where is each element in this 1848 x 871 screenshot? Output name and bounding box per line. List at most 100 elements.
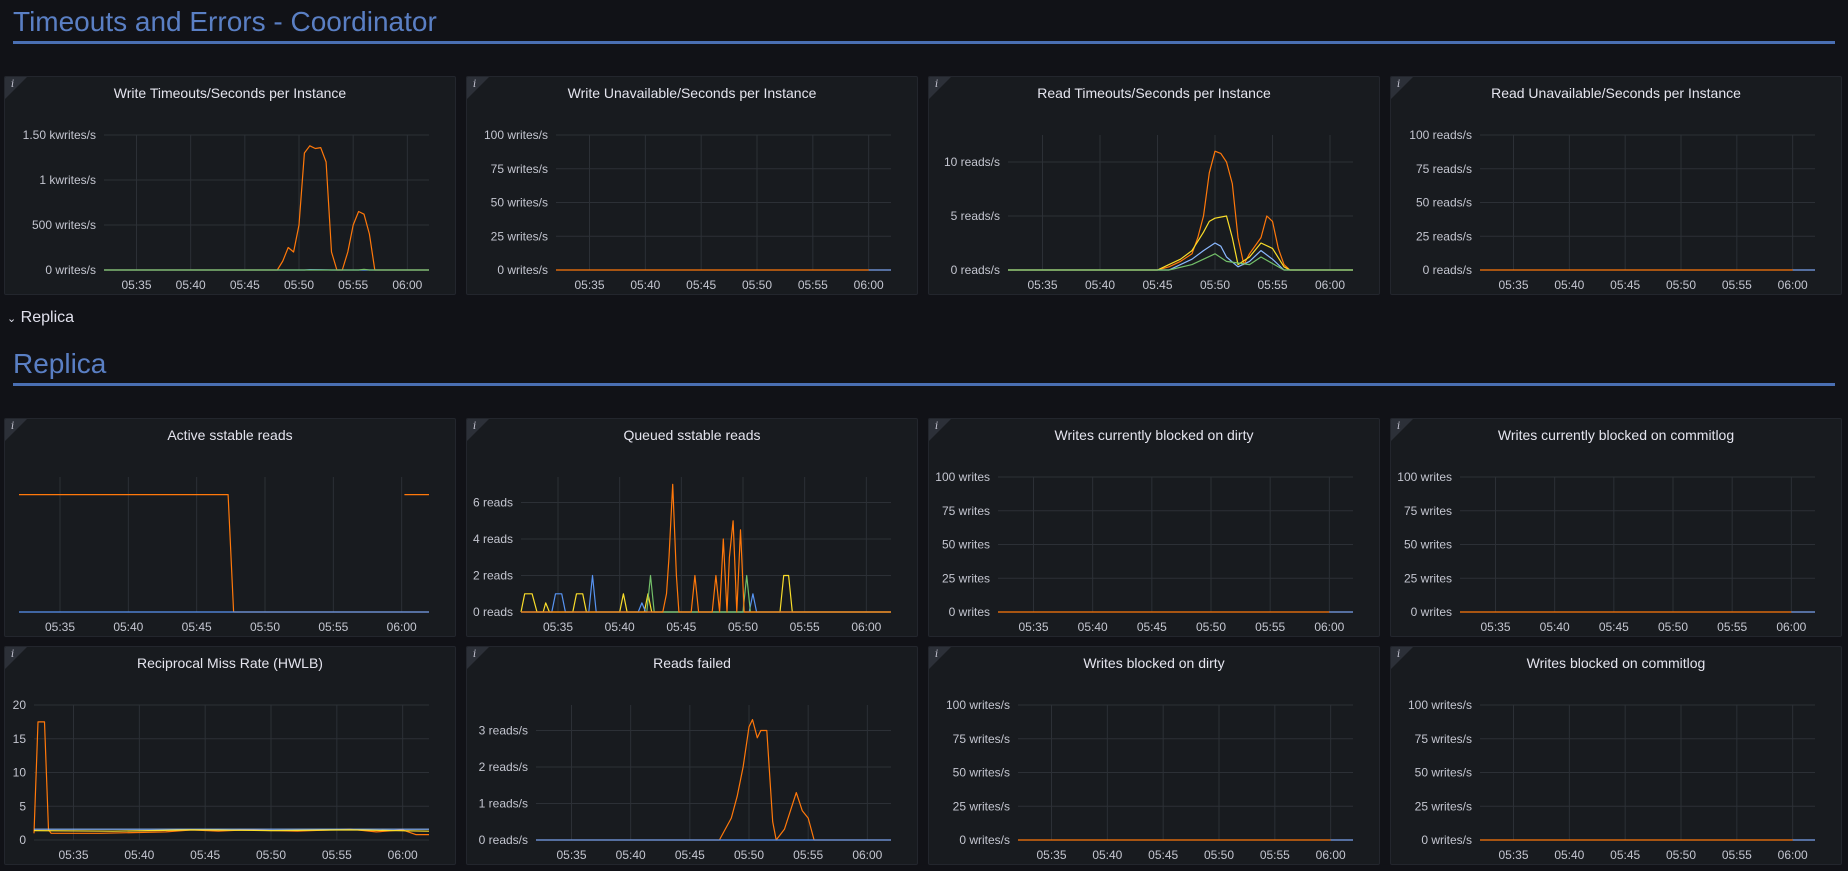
x-tick-label: 05:40 (1085, 278, 1115, 292)
section-title-replica: Replica (13, 348, 107, 379)
panel-writes-blocked-on-commitlog[interactable]: i Writes blocked on commitlog 05:35 05:40 05… (1390, 646, 1842, 865)
panel-writes-blocked-on-dirty[interactable]: i Writes blocked on dirty 05:35 05:40 05:45 0… (928, 646, 1380, 865)
panel-write-timeouts-seconds-per-instance[interactable]: i Write Timeouts/Seconds per Instance 05:3… (4, 76, 456, 295)
chart: 05:35 05:40 05:45 05:50 05:55 06:00 0 writes 25… (935, 470, 1353, 634)
y-tick-label: 25 writes/s (1415, 799, 1472, 813)
x-tick-label: 05:50 (250, 620, 280, 634)
x-tick-label: 05:50 (1200, 278, 1230, 292)
y-tick-label: 75 writes (1404, 504, 1452, 518)
panel-title: Reciprocal Miss Rate (HWLB) (137, 655, 323, 671)
panel-info-corner[interactable] (5, 647, 27, 669)
info-icon[interactable]: i (935, 649, 939, 660)
info-icon[interactable]: i (473, 649, 477, 660)
x-tick-label: 05:55 (1257, 278, 1287, 292)
chart: 05:35 05:40 05:45 05:50 05:55 06:00 0 reads/s 1… (479, 705, 891, 862)
y-tick-label: 25 reads/s (1416, 229, 1472, 243)
x-tick-label: 05:45 (1142, 278, 1172, 292)
chevron-down-icon: ⌄ (7, 313, 17, 325)
panel-info-corner[interactable] (929, 647, 951, 669)
y-tick-label: 50 reads/s (1416, 196, 1472, 210)
info-icon[interactable]: i (473, 421, 477, 432)
x-tick-label: 06:00 (854, 278, 884, 292)
x-tick-label: 05:35 (1027, 278, 1057, 292)
panel-read-unavailable-seconds-per-instance[interactable]: i Read Unavailable/Seconds per Instance 05… (1390, 76, 1842, 295)
info-icon[interactable]: i (1397, 649, 1401, 660)
info-icon[interactable]: i (11, 421, 15, 432)
y-tick-label: 20 (13, 698, 27, 712)
x-tick-label: 05:35 (1498, 848, 1528, 862)
x-tick-label: 05:35 (1498, 278, 1528, 292)
panel-info-corner[interactable] (5, 77, 27, 99)
panel-read-timeouts-seconds-per-instance[interactable]: i Read Timeouts/Seconds per Instance 05:35… (928, 76, 1380, 295)
y-tick-label: 50 writes/s (1415, 766, 1472, 780)
x-tick-label: 05:40 (630, 278, 660, 292)
x-tick-label: 05:55 (790, 620, 820, 634)
panel-reciprocal-miss-rate-hwlb-[interactable]: i Reciprocal Miss Rate (HWLB) 05:35 05:40 05… (4, 646, 456, 865)
panel-title: Write Unavailable/Seconds per Instance (567, 85, 817, 101)
panel-queued-sstable-reads[interactable]: i Queued sstable reads 05:35 05:40 05:45 05:5… (466, 418, 918, 637)
x-tick-label: 06:00 (388, 848, 418, 862)
y-tick-label: 50 writes/s (491, 196, 548, 210)
panel-info-corner[interactable] (929, 419, 951, 441)
x-tick-label: 06:00 (851, 620, 881, 634)
info-icon[interactable]: i (1397, 421, 1401, 432)
x-tick-label: 06:00 (392, 278, 422, 292)
y-tick-label: 75 writes/s (491, 162, 548, 176)
panel-info-corner[interactable] (5, 419, 27, 441)
x-tick-label: 06:00 (1778, 278, 1808, 292)
info-icon[interactable]: i (11, 79, 15, 90)
x-tick-label: 05:55 (798, 278, 828, 292)
panel-info-corner[interactable] (467, 77, 489, 99)
chart: 05:35 05:40 05:45 05:50 05:55 06:00 0 writes/s… (1408, 698, 1815, 862)
panel-info-corner[interactable] (929, 77, 951, 99)
panel-title: Write Timeouts/Seconds per Instance (113, 85, 347, 101)
x-tick-label: 06:00 (1778, 848, 1808, 862)
y-tick-label: 75 reads/s (1416, 162, 1472, 176)
info-icon[interactable]: i (11, 649, 15, 660)
y-tick-label: 25 writes/s (953, 799, 1010, 813)
info-icon[interactable]: i (935, 421, 939, 432)
x-tick-label: 05:45 (675, 848, 705, 862)
x-tick-label: 05:35 (556, 848, 586, 862)
panel-write-unavailable-seconds-per-instance[interactable]: i Write Unavailable/Seconds per Instance 0… (466, 76, 918, 295)
info-icon[interactable]: i (473, 79, 477, 90)
panel-reads-failed[interactable]: i Reads failed 05:35 05:40 05:45 05:50 05:55 06… (466, 646, 918, 865)
x-tick-label: 05:40 (1554, 278, 1584, 292)
x-tick-label: 05:50 (728, 620, 758, 634)
x-tick-label: 05:55 (1722, 278, 1752, 292)
y-tick-label: 0 reads (473, 605, 513, 619)
info-icon[interactable]: i (935, 79, 939, 90)
panel-writes-currently-blocked-on-dirty[interactable]: i Writes currently blocked on dirty 05:35 0… (928, 418, 1380, 637)
y-tick-label: 6 reads (473, 496, 513, 510)
panel-info-corner[interactable] (1391, 419, 1413, 441)
y-tick-label: 500 writes/s (32, 218, 96, 232)
x-tick-label: 05:35 (1480, 620, 1510, 634)
y-tick-label: 75 writes/s (953, 732, 1010, 746)
x-tick-label: 05:45 (686, 278, 716, 292)
y-tick-label: 100 reads/s (1409, 128, 1472, 142)
x-tick-label: 05:50 (1204, 848, 1234, 862)
x-tick-label: 05:40 (616, 848, 646, 862)
panel-writes-currently-blocked-on-commitlog[interactable]: i Writes currently blocked on commitlog 05… (1390, 418, 1842, 637)
y-tick-label: 2 reads (473, 569, 513, 583)
x-tick-label: 05:40 (1078, 620, 1108, 634)
x-tick-label: 05:45 (190, 848, 220, 862)
x-tick-label: 05:50 (734, 848, 764, 862)
x-tick-label: 05:40 (124, 848, 154, 862)
x-tick-label: 05:55 (1722, 848, 1752, 862)
panel-info-corner[interactable] (1391, 77, 1413, 99)
panel-info-corner[interactable] (467, 647, 489, 669)
y-tick-label: 100 writes (1397, 470, 1452, 484)
x-tick-label: 05:35 (121, 278, 151, 292)
y-tick-label: 100 writes/s (1408, 698, 1472, 712)
panel-info-corner[interactable] (467, 419, 489, 441)
x-tick-label: 05:35 (58, 848, 88, 862)
info-icon[interactable]: i (1397, 79, 1401, 90)
section-divider (13, 41, 1835, 44)
panel-active-sstable-reads[interactable]: i Active sstable reads 05:35 05:40 05:45 05:5… (4, 418, 456, 637)
y-tick-label: 25 writes (1404, 571, 1452, 585)
y-tick-label: 1.50 kwrites/s (23, 128, 96, 142)
panel-info-corner[interactable] (1391, 647, 1413, 669)
row-toggle-replica[interactable]: ⌄ Replica (7, 309, 74, 327)
x-tick-label: 06:00 (1314, 620, 1344, 634)
